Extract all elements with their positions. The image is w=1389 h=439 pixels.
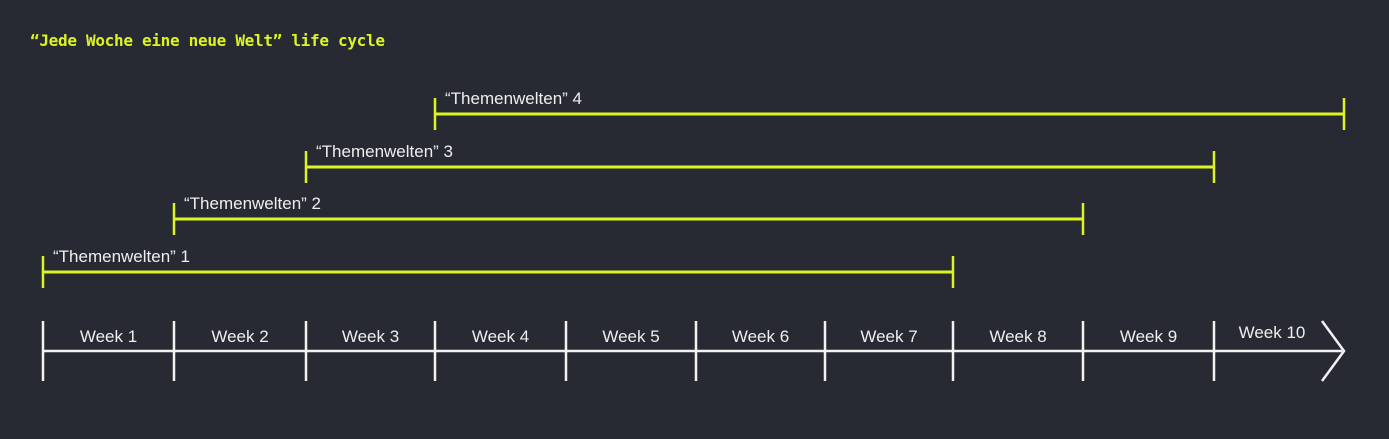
week-label: Week 9 [1120,327,1177,346]
theme-bar: “Themenwelten” 3 [304,142,1216,183]
theme-bar: “Themenwelten” 4 [433,89,1346,130]
week-label: Week 4 [472,327,529,346]
axis-arrow-head [1320,320,1346,382]
week-label: Week 7 [860,327,917,346]
theme-bar-label: “Themenwelten” 4 [445,89,582,108]
week-label: Week 5 [602,327,659,346]
theme-bars: “Themenwelten” 1 “Themenwelten” 2 “Themenw… [41,89,1346,288]
week-label: Week 10 [1239,323,1306,342]
diagram-title: “Jede Woche eine neue Welt” life cycle [30,31,385,50]
week-label: Week 1 [80,327,137,346]
theme-bar-label: “Themenwelten” 3 [316,142,453,161]
theme-bar: “Themenwelten” 1 [41,247,955,288]
week-label: Week 8 [989,327,1046,346]
week-label: Week 3 [342,327,399,346]
week-axis: Week 1 Week 2 Week 3 Week 4 Week 5 Week 6 Week… [41,320,1346,382]
theme-bar-label: “Themenwelten” 1 [53,247,190,266]
theme-bar: “Themenwelten” 2 [172,194,1085,235]
week-label: Week 2 [211,327,268,346]
theme-bar-label: “Themenwelten” 2 [184,194,321,213]
week-label: Week 6 [732,327,789,346]
